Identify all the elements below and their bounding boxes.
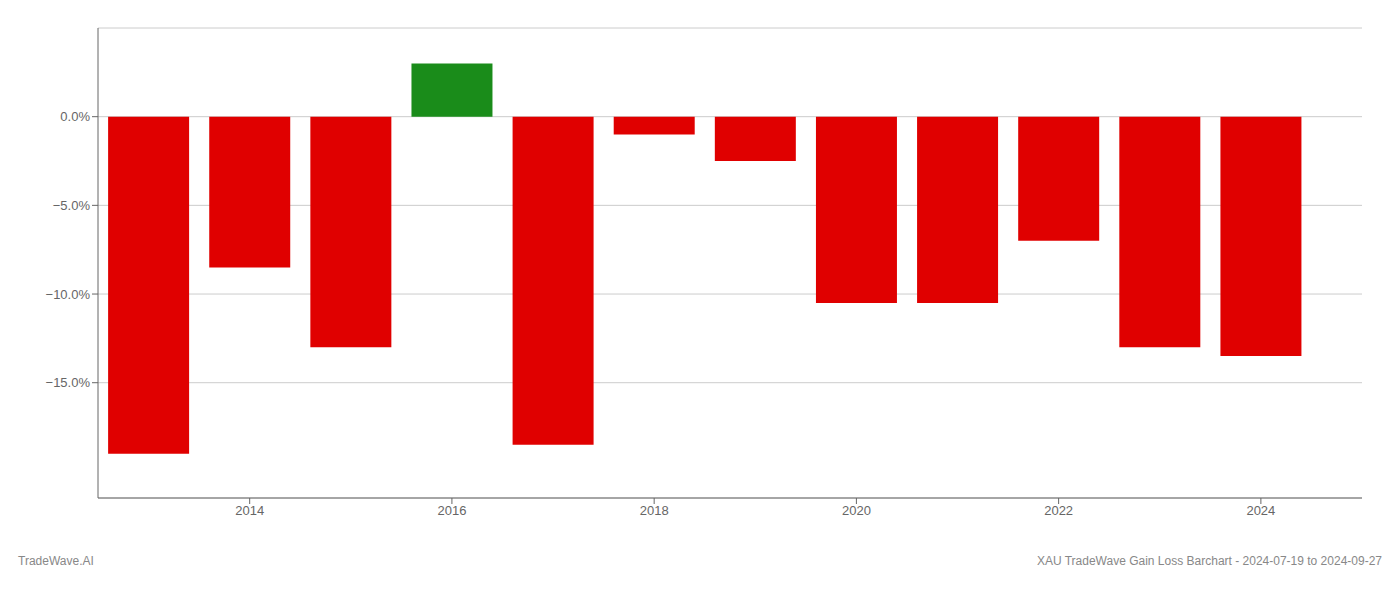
svg-text:−15.0%: −15.0% <box>46 375 91 390</box>
svg-text:2024: 2024 <box>1246 503 1275 518</box>
html-text:TradeWave.AI: TradeWave.AI <box>18 554 94 568</box>
html-text:XAU TradeWave Gain Loss Barcha: XAU TradeWave Gain Loss Barchart - 2024-… <box>1036 554 1382 568</box>
svg-text:2016: 2016 <box>437 503 466 518</box>
svg-text:2022: 2022 <box>1044 503 1073 518</box>
svg-text:−10.0%: −10.0% <box>46 287 91 302</box>
svg-text:0.0%: 0.0% <box>60 109 90 124</box>
svg-text:2018: 2018 <box>640 503 669 518</box>
svg-text:2020: 2020 <box>842 503 871 518</box>
svg-text:−5.0%: −5.0% <box>53 198 91 213</box>
svg-text:2014: 2014 <box>235 503 264 518</box>
